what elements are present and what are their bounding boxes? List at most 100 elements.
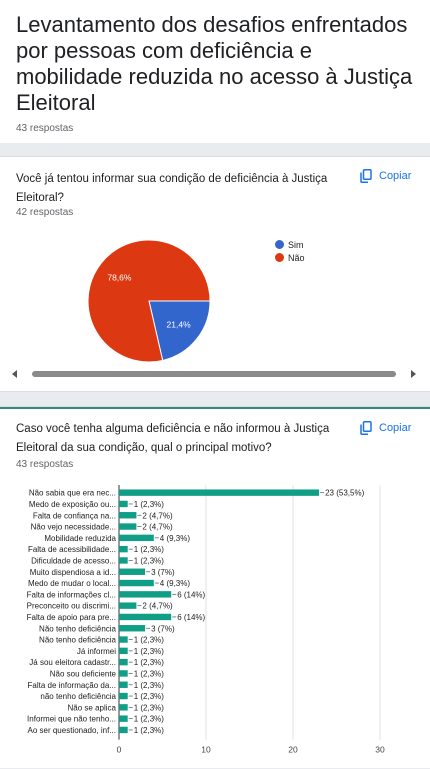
x-tick-label: 30 [375,745,385,755]
bar [119,715,128,722]
bar [119,602,137,609]
legend-dot [275,253,284,262]
category-label: não tenho deficiência [40,692,116,701]
value-label: 3 (7%) [151,568,175,577]
legend-dot [275,240,284,249]
category-label: Falta de informações cl... [27,590,116,599]
category-label: Informei que não tenho... [27,715,116,724]
scroll-right-arrow[interactable] [411,370,416,378]
value-label: 1 (2,3%) [134,500,165,509]
category-label: Preconceito ou discrimi... [27,602,116,611]
pie-slice-label: 78,6% [107,272,132,282]
category-label: Falta de acessibilidade... [28,545,116,554]
bar [119,625,146,632]
form-response-count: 43 respostas [16,123,74,134]
horizontal-scrollbar[interactable] [12,369,416,379]
question-1-response-count: 42 respostas [16,207,74,218]
bar [119,613,172,621]
bar [119,704,128,711]
category-label: Não sou deficiente [50,669,117,678]
value-label: 1 (2,3%) [134,669,165,678]
pie-slice-nao [87,239,211,363]
value-label: 23 (53,5%) [325,489,364,498]
bar [119,658,128,666]
bar-chart: 0 10 20 30 Não sabia que era nec... 23 (53,5%… [27,485,385,755]
form-header-card: Levantamento dos desafios enfrentados po… [0,0,430,143]
value-label: 6 (14%) [177,613,205,622]
value-label: 4 (9,3%) [160,534,191,543]
legend-item-sim: Sim [275,238,305,251]
value-label: 6 (14%) [177,590,205,599]
value-label: 1 (2,3%) [134,545,165,554]
bar [119,500,128,508]
copy-chart-button-2[interactable]: Copiar [360,418,422,438]
category-label: Já sou eleitora cadastr... [29,658,116,667]
category-label: Medo de mudar o local... [28,579,116,588]
x-tick-label: 10 [201,745,211,755]
x-tick-label: 0 [117,745,122,755]
bar [119,726,128,734]
category-label: Mobilidade reduzida [44,534,116,543]
copy-label: Copiar [379,170,412,182]
category-label: Ao ser questionado, inf... [28,726,117,735]
bar [119,636,128,643]
pie-slice-sim [148,300,211,362]
copy-icon [360,169,372,183]
bar [119,670,128,677]
value-label: 1 (2,3%) [134,556,165,565]
bar [119,579,154,587]
copy-chart-button-1[interactable]: Copiar [360,166,422,186]
value-label: 3 (7%) [151,624,175,633]
form-title: Levantamento dos desafios enfrentados po… [16,12,413,115]
value-label: 4 (9,3%) [160,579,191,588]
bar [119,692,128,700]
value-label: 1 (2,3%) [134,692,165,701]
legend-label: Sim [288,239,304,250]
value-label: 2 (4,7%) [142,523,173,532]
value-label: 1 (2,3%) [134,726,165,735]
pie-slice-label: 21,4% [167,320,192,330]
bar [119,681,128,688]
value-label: 1 (2,3%) [134,658,165,667]
category-label: Dificuldade de acesso... [31,556,116,565]
category-label: Já informei [77,647,116,656]
category-label: Não sabia que era nec... [29,489,116,498]
category-label: Muito dispendiosa a id... [30,568,116,577]
category-label: Medo de exposição ou... [29,500,116,509]
bar [119,557,128,564]
legend-label: Não [288,252,305,263]
question-card-1: Você já tentou informar sua condição de … [0,156,430,392]
bar [119,534,154,542]
value-label: 1 (2,3%) [134,715,165,724]
question-2-response-count: 43 respostas [16,459,74,470]
category-label: Falta de informação da... [28,681,117,690]
x-tick-label: 20 [288,745,298,755]
bar [119,568,146,575]
category-label: Falta de apoio para pre... [27,613,116,622]
scroll-left-arrow[interactable] [12,370,17,378]
value-label: 1 (2,3%) [134,703,165,712]
question-card-2: Caso você tenha alguma deficiência e não… [0,406,430,768]
bar [119,512,137,519]
scroll-thumb[interactable] [32,371,396,377]
bar [119,591,172,598]
value-label: 2 (4,7%) [142,511,173,520]
copy-icon [360,421,372,435]
question-1-title: Você já tentou informar sua condição de … [16,173,328,204]
bar [119,523,137,530]
pie-chart: 21,4% 78,6% [87,239,211,363]
value-label: 1 (2,3%) [134,647,165,656]
card-accent-bar [0,407,430,409]
category-label: Falta de confiança na... [33,511,116,520]
bar [119,545,128,553]
pie-legend: Sim Não [275,238,305,264]
bar [119,489,320,496]
value-label: 1 (2,3%) [134,636,165,645]
category-label: Não tenho deficiência [39,636,116,645]
legend-item-nao: Não [275,251,305,264]
category-label: Não tenho deficiência [39,624,116,633]
category-label: Não se aplica [68,703,117,712]
copy-label: Copiar [379,422,412,434]
bar [119,647,128,655]
value-label: 1 (2,3%) [134,681,165,690]
